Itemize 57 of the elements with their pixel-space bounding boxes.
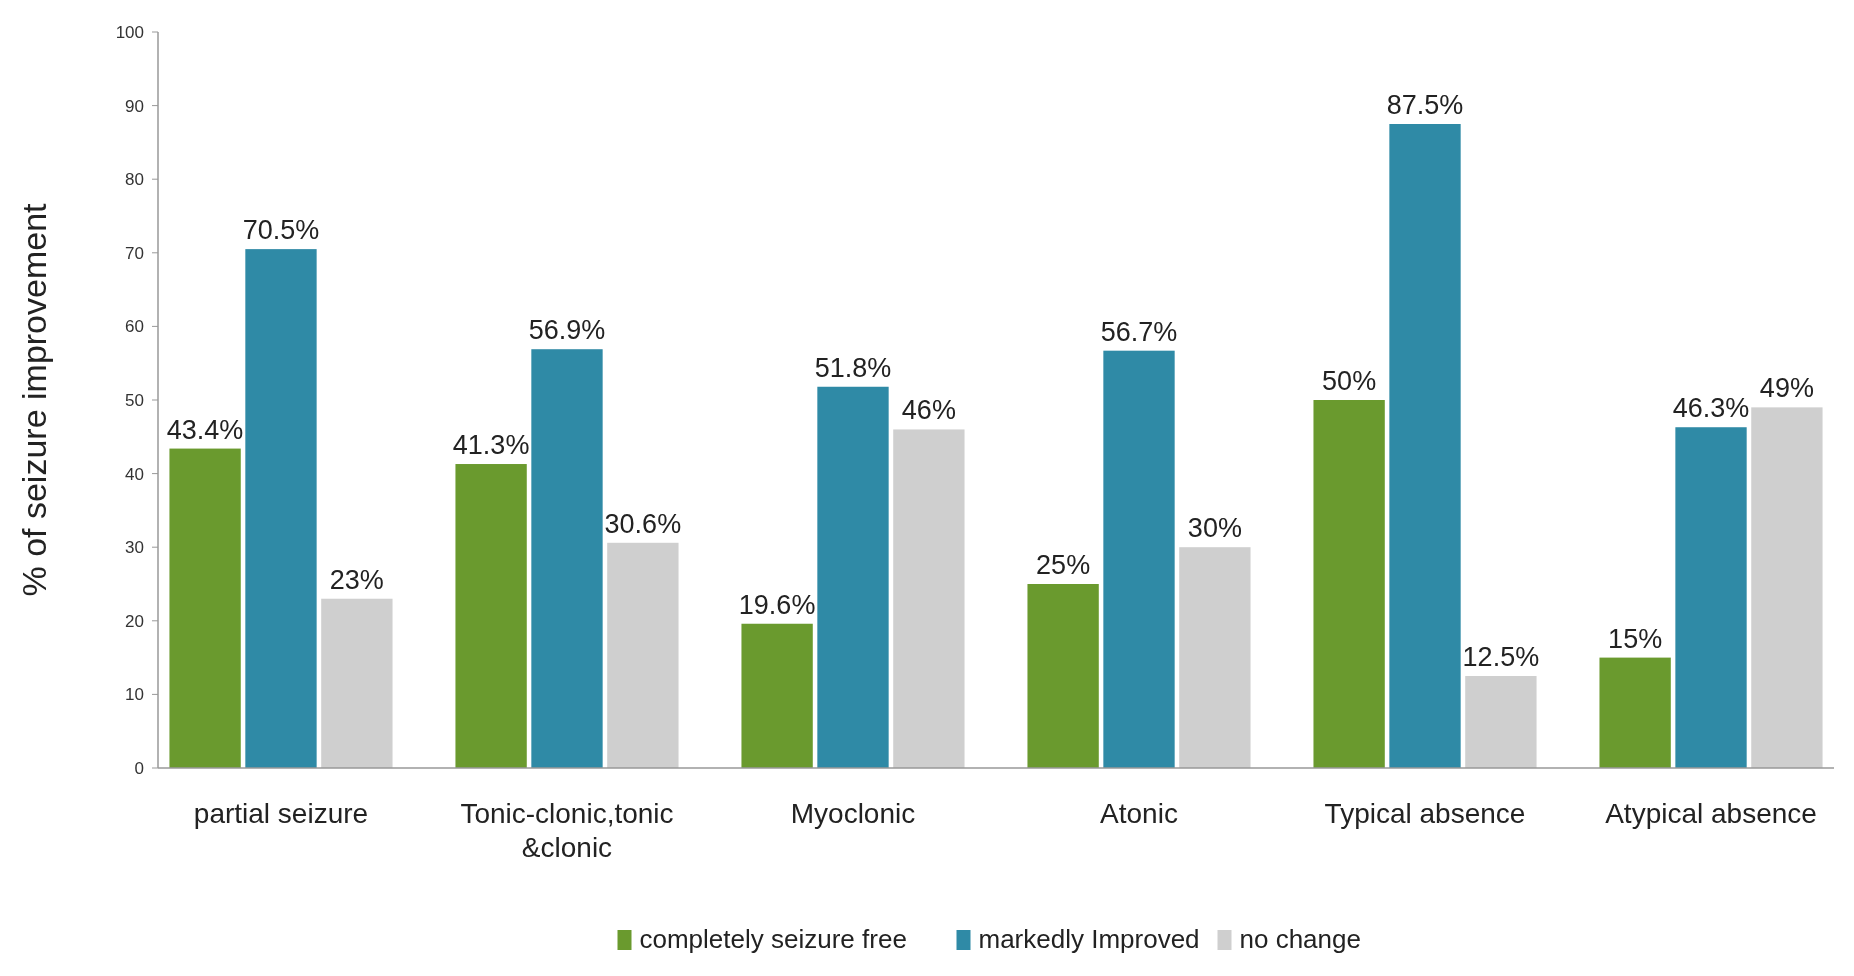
y-axis-title: % of seizure improvement xyxy=(15,202,53,597)
y-tick-label: 0 xyxy=(134,758,144,778)
data-label: 19.6% xyxy=(738,589,816,620)
y-tick-label: 90 xyxy=(125,96,144,116)
bar xyxy=(455,464,527,768)
y-tick-label: 100 xyxy=(115,22,144,42)
data-label: 70.5% xyxy=(242,215,320,246)
bar xyxy=(607,542,679,768)
x-tick-label: Tonic-clonic,tonic &clonic xyxy=(460,798,674,863)
data-label: 23% xyxy=(329,564,384,595)
y-tick-label: 70 xyxy=(125,243,144,263)
bar xyxy=(817,386,889,768)
x-tick-label: Myoclonic xyxy=(790,798,916,829)
data-label: 51.8% xyxy=(814,352,892,383)
data-label: 50% xyxy=(1322,366,1377,396)
data-label: 56.9% xyxy=(528,315,606,346)
x-tick-label: partial seizure xyxy=(193,798,369,829)
data-label: 25% xyxy=(1036,550,1091,580)
data-label: 12.5% xyxy=(1462,642,1540,672)
y-tick-label: 50 xyxy=(125,390,144,410)
y-tick-label: 80 xyxy=(125,170,144,190)
bar xyxy=(893,429,965,768)
y-tick-label: 30 xyxy=(125,538,144,558)
y-tick-label: 20 xyxy=(125,611,144,631)
y-tick-label: 60 xyxy=(125,317,144,337)
y-tick-label: 40 xyxy=(125,464,144,484)
bar xyxy=(1751,407,1823,768)
x-tick-label: Typical absence xyxy=(1324,798,1526,829)
bar xyxy=(741,623,813,768)
bar xyxy=(321,598,393,768)
bar xyxy=(1313,400,1385,768)
y-tick-label: 10 xyxy=(125,685,144,705)
bar xyxy=(169,448,241,768)
bar xyxy=(1103,350,1175,768)
bar xyxy=(1465,676,1537,768)
bar xyxy=(1599,657,1671,768)
bar xyxy=(245,249,317,768)
data-label: 49% xyxy=(1759,373,1814,404)
data-label: 46% xyxy=(901,395,956,426)
bar xyxy=(1389,124,1461,768)
data-label: 15% xyxy=(1608,623,1663,654)
data-label: 56.7% xyxy=(1100,316,1178,347)
data-label: 46.3% xyxy=(1672,393,1750,424)
x-tick-label: Atypical absence xyxy=(1605,798,1817,829)
bar xyxy=(1179,547,1251,768)
legend-label: completely seizure free xyxy=(639,924,907,954)
data-label: 30.6% xyxy=(604,508,682,539)
data-label: 41.3% xyxy=(452,430,530,461)
legend-label: no change xyxy=(1239,924,1361,954)
legend-label: markedly Improved xyxy=(978,924,1200,954)
bar xyxy=(1675,427,1747,768)
data-label: 87.5% xyxy=(1386,90,1464,120)
data-label: 43.4% xyxy=(166,414,244,445)
bar xyxy=(531,349,603,768)
data-label: 30% xyxy=(1187,513,1242,544)
bar xyxy=(1027,584,1099,768)
x-tick-label: Atonic xyxy=(1100,798,1178,829)
